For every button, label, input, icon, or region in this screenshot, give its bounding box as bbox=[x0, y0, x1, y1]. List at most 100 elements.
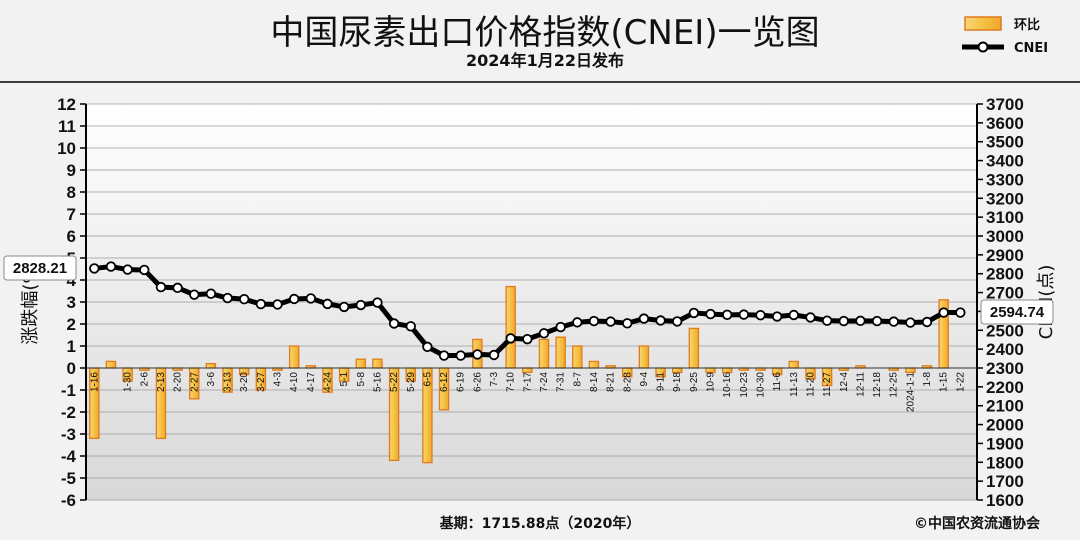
right-tick-label: 3300 bbox=[986, 170, 1024, 189]
bar bbox=[555, 336, 566, 369]
right-tick-label: 2800 bbox=[986, 265, 1024, 284]
x-tick-label: 9-25 bbox=[689, 372, 700, 392]
cnei-point bbox=[622, 318, 633, 329]
cnei-point bbox=[771, 311, 783, 322]
cnei-point bbox=[721, 309, 733, 321]
cnei-point bbox=[239, 293, 250, 305]
bar bbox=[705, 367, 716, 374]
x-tick-label: 5-22 bbox=[389, 372, 400, 392]
x-tick-label: 7-3 bbox=[489, 372, 500, 387]
right-tick-label: 1900 bbox=[986, 434, 1024, 453]
left-tick-label: -3 bbox=[61, 425, 76, 444]
cnei-point bbox=[938, 307, 949, 318]
cnei-point bbox=[705, 308, 716, 320]
x-tick-label: 12-25 bbox=[889, 372, 900, 398]
right-tick-label: 2900 bbox=[986, 246, 1024, 265]
bar bbox=[688, 327, 700, 369]
cnei-point bbox=[905, 317, 916, 328]
cnei-point bbox=[222, 292, 233, 304]
cnei-point bbox=[172, 282, 183, 294]
x-tick-label: 1-8 bbox=[922, 372, 933, 387]
legend-bar-label: 环比 bbox=[1014, 17, 1040, 33]
cnei-point bbox=[105, 261, 117, 272]
left-tick-label: 10 bbox=[57, 139, 76, 158]
x-tick-label: 2-27 bbox=[189, 372, 200, 392]
cnei-point bbox=[555, 321, 566, 333]
x-tick-label: 7-10 bbox=[506, 372, 517, 392]
right-tick-label: 3000 bbox=[986, 227, 1024, 246]
cnei-point bbox=[821, 315, 833, 326]
x-tick-label: 6-19 bbox=[456, 372, 467, 392]
cnei-point bbox=[338, 301, 350, 313]
cnei-point bbox=[455, 350, 466, 361]
x-tick-label: 7-24 bbox=[539, 372, 550, 392]
cnei-point bbox=[139, 264, 150, 276]
cnei-point bbox=[605, 316, 616, 327]
x-tick-label: 4-17 bbox=[306, 372, 317, 392]
x-tick-label: 6-12 bbox=[439, 372, 450, 392]
cnei-point bbox=[89, 263, 100, 274]
cnei-point bbox=[655, 315, 666, 326]
left-tick-label: 0 bbox=[67, 359, 76, 378]
chart-subtitle: 2024年1月22日发布 bbox=[466, 51, 624, 70]
line-series bbox=[89, 261, 966, 361]
x-tick-label: 12-11 bbox=[855, 372, 866, 397]
cnei-point bbox=[405, 321, 416, 332]
cnei-point bbox=[638, 313, 650, 324]
cnei-point bbox=[672, 316, 683, 327]
x-tick-label: 6-5 bbox=[422, 372, 433, 387]
right-tick-label: 3200 bbox=[986, 189, 1024, 208]
cnei-point bbox=[538, 328, 550, 339]
bar bbox=[288, 345, 300, 369]
x-tick-label: 8-28 bbox=[622, 372, 633, 392]
bar bbox=[588, 360, 600, 369]
x-tick-label: 2024-1-1 bbox=[905, 372, 916, 412]
left-tick-label: 6 bbox=[67, 227, 76, 246]
right-tick-label: 1800 bbox=[986, 453, 1024, 472]
bar bbox=[671, 367, 683, 374]
cnei-point bbox=[122, 264, 133, 275]
x-tick-label: 5-29 bbox=[406, 372, 417, 392]
bar bbox=[905, 367, 916, 374]
right-tick-label: 2100 bbox=[986, 397, 1024, 416]
x-tick-label: 2-20 bbox=[173, 372, 184, 392]
left-tick-label: -4 bbox=[61, 447, 77, 466]
x-tick-label: 2-13 bbox=[156, 372, 167, 392]
right-tick-label: 2700 bbox=[986, 284, 1024, 303]
x-tick-label: 1-30 bbox=[123, 372, 134, 392]
cnei-point bbox=[955, 307, 966, 318]
right-tick-label: 2500 bbox=[986, 321, 1024, 340]
right-tick-label: 2000 bbox=[986, 416, 1024, 435]
x-tick-label: 8-14 bbox=[589, 372, 600, 392]
cnei-point bbox=[288, 293, 300, 305]
left-tick-label: 8 bbox=[67, 183, 76, 202]
right-tick-label: 3400 bbox=[986, 152, 1024, 171]
legend-bar-swatch bbox=[964, 16, 1002, 31]
cnei-point bbox=[305, 293, 317, 304]
x-tick-label: 8-21 bbox=[606, 372, 617, 392]
cnei-point bbox=[322, 298, 333, 310]
cnei-point bbox=[588, 315, 600, 327]
x-tick-label: 9-11 bbox=[656, 372, 667, 392]
x-tick-label: 11-27 bbox=[822, 372, 833, 397]
x-tick-label: 3-27 bbox=[256, 372, 267, 392]
right-tick-label: 2400 bbox=[986, 340, 1024, 359]
legend-line-marker bbox=[977, 41, 989, 53]
callout-first-box bbox=[3, 255, 77, 281]
cnei-point bbox=[888, 316, 899, 327]
right-tick-label: 3100 bbox=[986, 208, 1024, 227]
x-tick-label: 12-4 bbox=[839, 372, 850, 392]
right-tick-label: 3600 bbox=[986, 114, 1024, 133]
x-tick-label: 10-23 bbox=[739, 372, 750, 398]
cnei-point bbox=[871, 315, 883, 327]
x-tick-label: 11-6 bbox=[772, 372, 783, 392]
cnei-point bbox=[488, 349, 500, 361]
x-tick-labels: 1-16 1-30 2-6 2-13 2-20 2-27 3-6 3-13 3-20 3-27 4-… bbox=[89, 372, 966, 412]
left-axis-title: 涨跌幅(%) bbox=[20, 259, 41, 344]
bar bbox=[721, 367, 733, 374]
cnei-point bbox=[272, 299, 283, 310]
right-tick-label: 1600 bbox=[986, 491, 1024, 510]
x-tick-label: 1-22 bbox=[955, 372, 966, 392]
cnei-point bbox=[755, 310, 766, 321]
